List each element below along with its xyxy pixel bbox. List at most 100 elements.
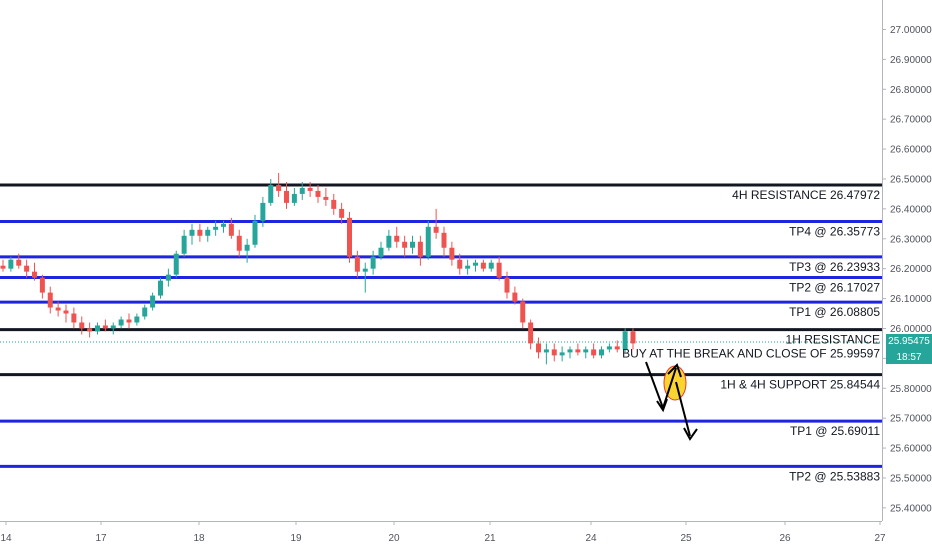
price-axis[interactable]: 27.00000 26.90000 26.80000 26.70000 26.60000… (882, 25, 932, 514)
candle (173, 250, 179, 278)
candle (118, 316, 124, 329)
candle (496, 256, 502, 281)
candle (543, 343, 549, 365)
candle (221, 220, 226, 233)
price-tick-label: 26.00000 (890, 324, 932, 335)
candle (488, 259, 494, 272)
candle (394, 226, 400, 248)
candle (268, 178, 274, 206)
candle (79, 316, 85, 335)
candle (213, 220, 219, 236)
candle (599, 346, 604, 359)
candle (307, 181, 313, 197)
price-tick-label: 26.30000 (890, 234, 932, 245)
level-label: TP4 @ 26.35773 (789, 225, 880, 239)
candle (236, 229, 242, 257)
candle (606, 343, 612, 353)
candle (299, 181, 305, 200)
candle (504, 271, 510, 299)
price-tick-label: 26.80000 (890, 85, 932, 96)
candle (181, 229, 187, 257)
candle (63, 304, 69, 323)
price-tick-label: 26.90000 (890, 55, 932, 66)
price-tick-label: 25.50000 (890, 473, 932, 484)
current-price-tag: 25.95475 18:57 (886, 334, 932, 364)
candle (260, 196, 266, 227)
candle (24, 259, 30, 278)
projection-arrowhead-1 (656, 398, 668, 413)
candle (16, 253, 22, 269)
candle (614, 340, 620, 353)
time-axis[interactable]: 14 17 18 19 20 21 24 25 26 27 (0, 521, 886, 544)
buy-instruction-annotation: BUY AT THE BREAK AND CLOSE OF 25.99597 (622, 347, 880, 361)
candle (402, 235, 408, 257)
candle (284, 181, 289, 209)
price-tick-label: 25.70000 (890, 414, 932, 425)
time-tick-label: 21 (484, 533, 496, 544)
time-tick-label: 18 (193, 533, 205, 544)
candle (142, 304, 148, 320)
candle (189, 223, 195, 245)
candle (591, 343, 597, 359)
price-tick-label: 26.60000 (890, 145, 932, 156)
candle (528, 319, 534, 350)
candle (441, 226, 447, 257)
candle (465, 259, 471, 275)
candle (252, 214, 258, 248)
candle (205, 226, 211, 242)
time-tick-label: 27 (874, 533, 886, 544)
candle (102, 319, 108, 332)
price-tick-label: 27.00000 (890, 25, 932, 36)
candle (8, 256, 14, 272)
candle (354, 250, 360, 278)
candle (362, 262, 368, 293)
label-layer: 4H RESISTANCE 26.47972 TP4 @ 26.35773 TP3 … (622, 188, 880, 483)
candle (622, 328, 628, 353)
candle (457, 253, 463, 275)
candle (150, 292, 156, 311)
candle (536, 337, 541, 359)
projection-arrowhead-2 (667, 363, 682, 378)
projection-arrow-2 (675, 381, 691, 437)
candle (449, 241, 455, 266)
level-layer (0, 183, 882, 468)
time-tick-label: 14 (0, 533, 12, 544)
candle (331, 193, 337, 215)
trade-projection-drawing (645, 361, 698, 441)
candle (95, 322, 100, 335)
level-label: 1H & 4H SUPPORT 25.84544 (720, 378, 880, 392)
price-tick-label: 25.40000 (890, 503, 932, 514)
candle (480, 259, 486, 272)
level-label: 1H RESISTANCE (786, 333, 880, 347)
price-tick-label: 26.40000 (890, 204, 932, 215)
price-tick-label: 25.60000 (890, 444, 932, 455)
candle (158, 277, 163, 299)
candle (575, 343, 581, 356)
level-label: TP2 @ 26.17027 (789, 281, 880, 295)
time-tick-label: 19 (290, 533, 302, 544)
candle (559, 346, 565, 362)
candle (71, 307, 77, 329)
candle (87, 322, 93, 338)
candle (197, 223, 203, 242)
candle (417, 235, 423, 266)
candle (347, 211, 352, 263)
level-label: TP3 @ 26.23933 (789, 260, 880, 274)
candle (32, 262, 37, 281)
candle (315, 184, 321, 203)
candle (228, 217, 234, 239)
candle-layer (0, 172, 636, 365)
projection-arrowhead-3 (683, 427, 698, 441)
candle (165, 268, 171, 287)
time-tick-label: 26 (779, 533, 791, 544)
candle (126, 313, 132, 329)
candle (323, 187, 329, 206)
candle (339, 202, 345, 224)
candle (378, 241, 384, 260)
candle (291, 187, 297, 206)
candle (370, 250, 376, 275)
level-label: 4H RESISTANCE 26.47972 (732, 188, 880, 202)
candle (386, 229, 392, 251)
candle (55, 301, 61, 317)
